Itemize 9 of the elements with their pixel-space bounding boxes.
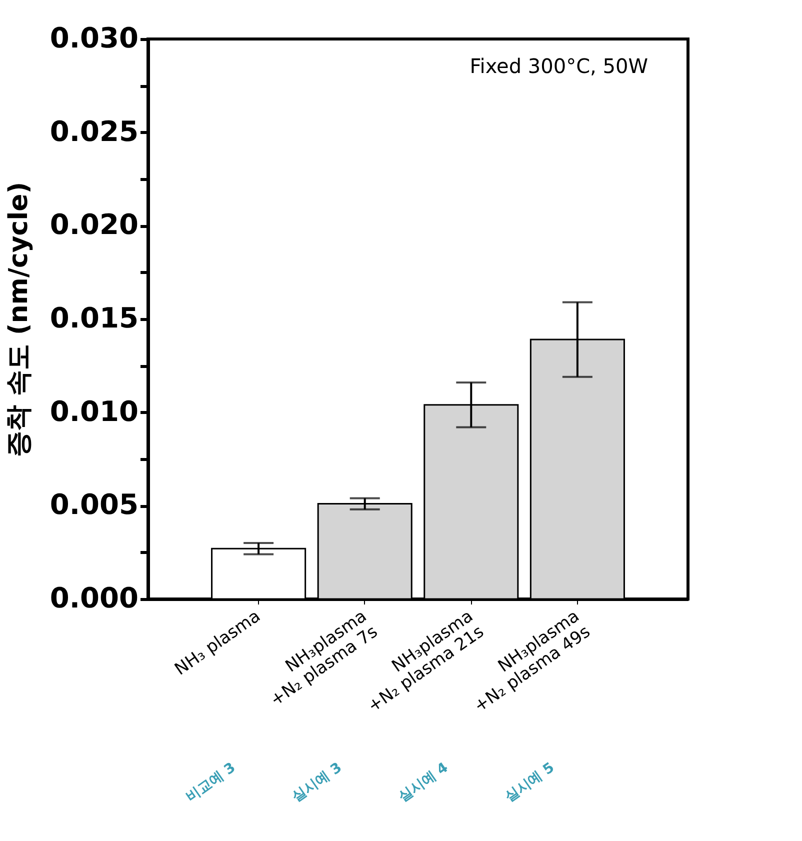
annotation: Fixed 300°C, 50W xyxy=(470,54,648,78)
y-tick-label: 0.030 xyxy=(50,22,138,54)
y-tick-label: 0.010 xyxy=(50,394,138,428)
y-tick-label: 0.005 xyxy=(50,488,138,522)
y-tick-label: 0.020 xyxy=(50,208,138,242)
y-tick-label: 0.000 xyxy=(50,582,138,614)
y-tick-label: 0.015 xyxy=(50,302,138,334)
y-tick-label: 0.025 xyxy=(50,114,138,148)
y-axis-title: 증착 속도 (nm/cycle) xyxy=(4,182,34,458)
